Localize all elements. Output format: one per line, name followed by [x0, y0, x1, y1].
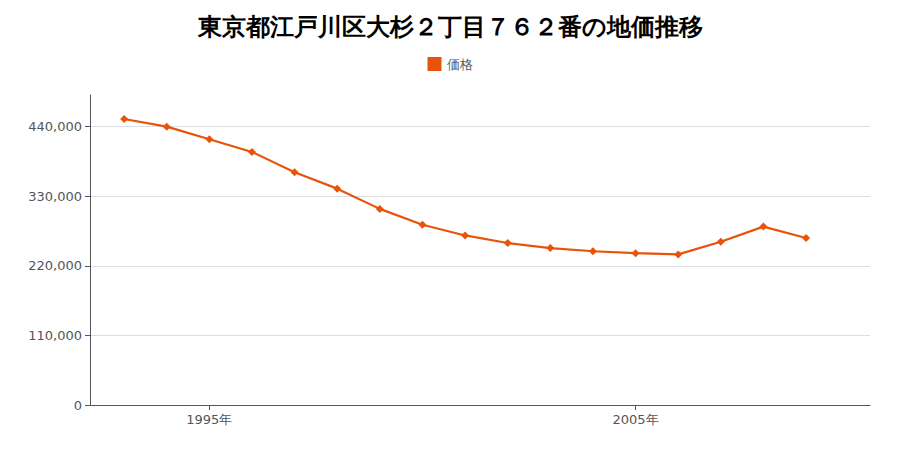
svg-text:東京都江戸川区大杉２丁目７６２番の地価推移: 東京都江戸川区大杉２丁目７６２番の地価推移: [197, 13, 703, 41]
svg-text:1995年: 1995年: [186, 412, 232, 427]
svg-text:330,000: 330,000: [28, 189, 82, 204]
svg-text:価格: 価格: [447, 57, 473, 72]
svg-text:110,000: 110,000: [28, 328, 82, 343]
svg-text:2005年: 2005年: [613, 412, 659, 427]
svg-text:0: 0: [74, 398, 82, 413]
svg-text:220,000: 220,000: [28, 258, 82, 273]
svg-text:440,000: 440,000: [28, 119, 82, 134]
